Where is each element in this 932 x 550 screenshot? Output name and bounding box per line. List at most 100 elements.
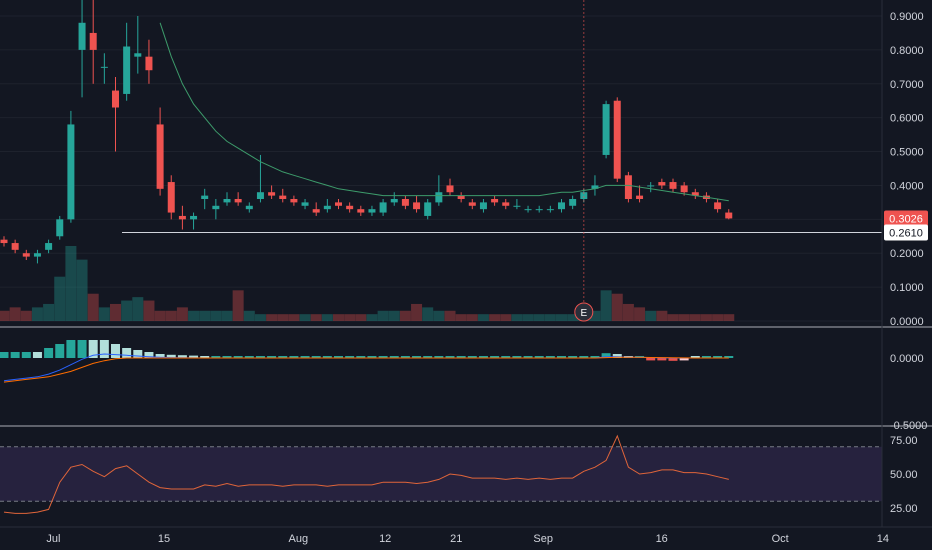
earnings-marker-label: E — [580, 308, 587, 319]
candle[interactable] — [368, 205, 376, 216]
candle[interactable] — [301, 199, 309, 210]
earnings-marker[interactable]: E — [574, 302, 594, 322]
candle[interactable] — [680, 182, 688, 196]
candle[interactable] — [390, 192, 398, 206]
candle[interactable] — [223, 192, 231, 206]
macd-histogram-bar — [512, 356, 522, 358]
candle[interactable] — [524, 205, 532, 213]
candle[interactable] — [190, 212, 198, 230]
candle[interactable] — [335, 199, 342, 210]
candle[interactable] — [357, 205, 365, 216]
volume-bar — [243, 310, 255, 321]
candle[interactable] — [212, 199, 220, 220]
price-tick-label: 0.4000 — [890, 180, 924, 192]
candle[interactable] — [379, 199, 387, 216]
candle[interactable] — [491, 195, 499, 206]
candle[interactable] — [346, 202, 354, 213]
candle[interactable] — [446, 178, 454, 196]
candle[interactable] — [45, 239, 53, 254]
candle[interactable] — [602, 100, 610, 159]
candle[interactable] — [435, 175, 443, 206]
price-scale[interactable]: 0.9000 0.8000 0.7000 0.6000 0.5000 0.4000 0.30… — [890, 11, 924, 328]
candle[interactable] — [312, 202, 320, 216]
candle[interactable] — [691, 188, 699, 199]
candle[interactable] — [134, 16, 142, 74]
time-axis[interactable]: Jul 15 Aug 12 21 Sep 16 Oct 14 — [46, 533, 889, 545]
candle[interactable] — [669, 178, 677, 193]
macd-histogram-bar — [467, 356, 477, 358]
candle[interactable] — [290, 195, 298, 206]
candle[interactable] — [502, 199, 510, 210]
candle[interactable] — [201, 188, 209, 210]
macd-histogram-bar — [77, 340, 87, 358]
candle-body — [245, 205, 253, 210]
candle[interactable] — [256, 154, 264, 203]
price-candles[interactable] — [0, 0, 733, 264]
macd-histogram-bar — [456, 356, 466, 358]
candle[interactable] — [11, 239, 19, 254]
candle[interactable] — [535, 205, 543, 213]
candle-body — [279, 195, 287, 199]
candle[interactable] — [234, 192, 242, 206]
macd-histogram-bar — [255, 356, 265, 358]
candle[interactable] — [56, 215, 64, 240]
candle[interactable] — [78, 0, 86, 98]
candle[interactable] — [468, 199, 476, 210]
candle[interactable] — [245, 202, 253, 213]
volume-bar — [210, 310, 222, 321]
candle[interactable] — [156, 107, 164, 196]
volume-bar — [723, 314, 735, 321]
macd-histogram-bar — [88, 340, 98, 358]
candle[interactable] — [22, 249, 30, 260]
candle-body — [346, 205, 354, 210]
candle-body — [636, 195, 644, 199]
candle[interactable] — [123, 22, 131, 101]
candle[interactable] — [413, 195, 421, 213]
candle[interactable] — [591, 175, 599, 196]
candle[interactable] — [558, 199, 565, 213]
macd-histogram-bar — [646, 358, 656, 361]
candle[interactable] — [89, 0, 97, 84]
candle[interactable] — [714, 199, 722, 213]
macd-histogram-bar — [367, 356, 377, 358]
macd-histogram-bar — [590, 356, 600, 358]
candle[interactable] — [279, 188, 287, 203]
macd-scale[interactable]: 0.0000 -0.5000 — [890, 353, 927, 432]
candle[interactable] — [100, 53, 108, 84]
price-tick-label: 0.1000 — [890, 282, 924, 294]
candle[interactable] — [479, 199, 487, 213]
candle[interactable] — [647, 182, 655, 193]
candle[interactable] — [636, 185, 644, 203]
candle[interactable] — [268, 185, 276, 199]
macd-histogram-bar — [278, 356, 288, 358]
macd-histogram-bar — [244, 356, 254, 358]
candle[interactable] — [424, 199, 432, 220]
volume-bar — [65, 246, 77, 321]
candle[interactable] — [0, 236, 8, 247]
candle-body — [457, 195, 465, 199]
candle[interactable] — [725, 209, 733, 220]
candle[interactable] — [624, 171, 632, 203]
candle[interactable] — [457, 192, 465, 203]
macd-histogram-bar — [501, 356, 511, 358]
candle[interactable] — [112, 77, 119, 152]
candle[interactable] — [613, 97, 621, 183]
candle[interactable] — [323, 199, 331, 213]
rsi-tick-label: 50.00 — [890, 469, 918, 481]
candle[interactable] — [145, 39, 153, 84]
candle[interactable] — [546, 205, 554, 213]
candle[interactable] — [33, 249, 41, 264]
candle[interactable] — [178, 205, 186, 230]
candle[interactable] — [658, 178, 666, 189]
candle[interactable] — [513, 199, 521, 210]
candle-body — [234, 199, 242, 203]
candle[interactable] — [67, 110, 75, 223]
candle[interactable] — [167, 175, 175, 220]
rsi-scale[interactable]: 75.00 50.00 25.00 — [890, 435, 918, 515]
candle[interactable] — [569, 195, 577, 210]
candle[interactable] — [401, 195, 409, 210]
macd-histogram-bar — [478, 356, 488, 358]
volume-bar — [165, 310, 177, 321]
volume-bar — [121, 300, 133, 321]
